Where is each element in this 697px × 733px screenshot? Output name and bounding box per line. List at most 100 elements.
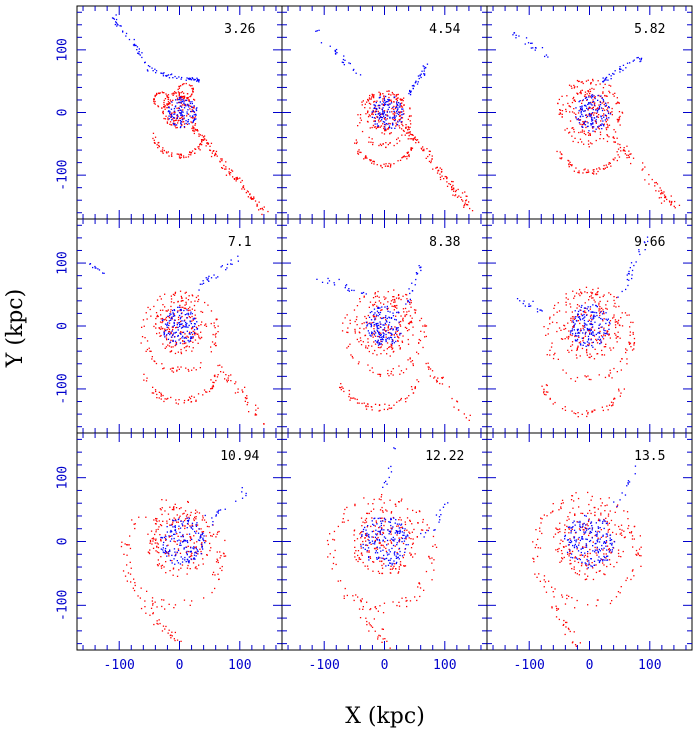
data-point (167, 94, 170, 96)
data-point (387, 408, 389, 411)
data-point (183, 347, 186, 349)
data-point (383, 117, 385, 119)
data-point (181, 564, 184, 566)
data-point (592, 311, 594, 313)
data-point (400, 399, 402, 401)
data-point (141, 56, 143, 59)
data-point (362, 291, 365, 294)
data-point (664, 195, 667, 198)
data-point (584, 310, 586, 312)
data-point (402, 156, 404, 158)
data-point (387, 301, 389, 303)
data-point (176, 514, 178, 516)
data-point (614, 141, 616, 143)
data-point (125, 35, 127, 37)
data-point (168, 345, 171, 347)
data-point (606, 140, 609, 143)
data-point (585, 314, 588, 316)
data-point (134, 523, 136, 525)
data-point (608, 328, 610, 330)
data-point (177, 306, 179, 308)
data-point (166, 323, 168, 325)
data-point (385, 550, 388, 552)
data-point (604, 333, 606, 335)
data-point (605, 95, 608, 97)
data-point (534, 49, 536, 51)
data-point (171, 635, 173, 637)
data-point (160, 556, 162, 558)
data-point (187, 501, 189, 503)
data-point (346, 506, 348, 509)
data-point (237, 260, 239, 262)
data-point (156, 622, 158, 625)
data-point (119, 25, 121, 27)
data-point (633, 342, 636, 344)
data-point (418, 77, 420, 80)
data-point (351, 289, 353, 291)
data-point (592, 80, 594, 82)
data-point (592, 341, 594, 343)
data-point (597, 109, 599, 112)
data-point (582, 318, 584, 320)
data-point (173, 558, 175, 560)
data-point (389, 103, 391, 105)
data-point (407, 131, 409, 134)
data-point (215, 536, 217, 538)
data-point (597, 332, 599, 334)
data-point (164, 549, 166, 552)
data-point (230, 380, 232, 382)
data-point (456, 400, 458, 402)
data-point (388, 404, 390, 406)
data-point (190, 301, 192, 303)
data-point (192, 127, 194, 129)
data-point (210, 322, 212, 325)
data-point (189, 555, 192, 558)
data-point (183, 512, 185, 514)
data-point (391, 527, 393, 529)
data-point (174, 604, 177, 606)
data-point (664, 196, 667, 199)
data-point (127, 572, 130, 574)
data-point (168, 555, 170, 557)
data-point (150, 350, 152, 352)
data-point (418, 338, 420, 341)
data-point (595, 121, 597, 123)
data-point (185, 105, 187, 107)
data-point (598, 108, 601, 110)
data-point (146, 318, 148, 320)
data-point (170, 332, 172, 335)
data-point (193, 105, 195, 107)
data-point (172, 293, 175, 296)
data-point (151, 543, 153, 545)
data-point (235, 178, 237, 180)
data-point (180, 306, 182, 308)
data-point (589, 353, 591, 355)
data-point (372, 542, 374, 545)
data-point (194, 123, 197, 125)
data-point (153, 360, 155, 362)
data-point (376, 126, 379, 129)
data-point (361, 130, 364, 133)
data-point (388, 106, 390, 108)
data-point (180, 323, 182, 326)
data-point (376, 538, 378, 540)
data-point (375, 550, 377, 552)
data-point (169, 570, 171, 572)
data-point (367, 314, 369, 317)
data-point (554, 304, 556, 307)
data-point (205, 535, 207, 537)
data-point (577, 314, 579, 316)
data-point (173, 520, 175, 522)
data-point (378, 144, 380, 147)
data-point (171, 560, 173, 562)
data-point (363, 295, 365, 297)
data-point (365, 529, 367, 531)
data-point (181, 300, 183, 302)
data-point (607, 79, 609, 81)
data-point (159, 534, 161, 536)
data-point (604, 83, 606, 85)
data-point (603, 318, 605, 320)
data-point (608, 136, 610, 138)
data-point (190, 340, 192, 342)
data-point (377, 339, 379, 341)
